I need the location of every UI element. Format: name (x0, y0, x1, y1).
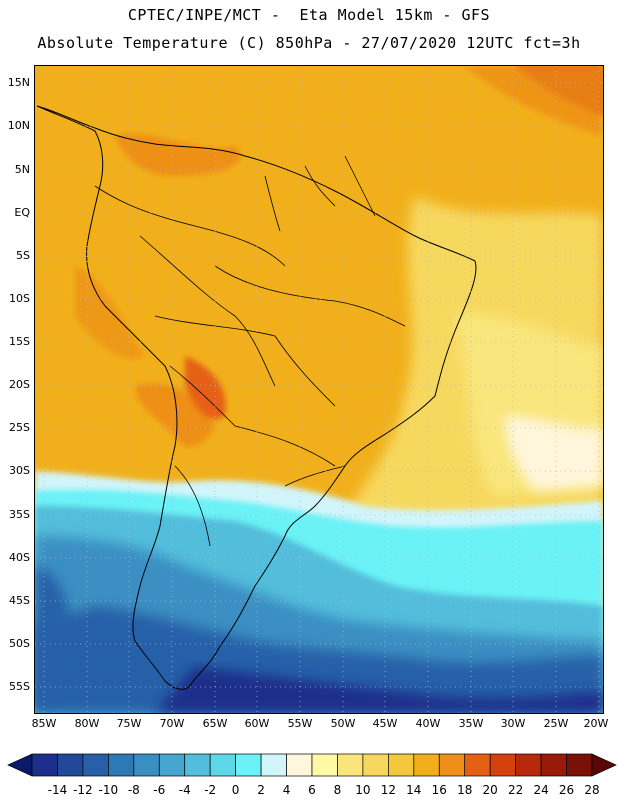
colorbar-tick-label: 26 (558, 783, 575, 797)
colorbar-swatch (31, 753, 58, 777)
colorbar-tick-label: 18 (457, 783, 473, 797)
field-chaco-hot (185, 356, 226, 420)
colorbar-tick-label: -10 (98, 783, 119, 797)
colorbar-low-arrow (7, 753, 33, 777)
colorbar-tick-label: -14 (47, 783, 68, 797)
colorbar-tick-label: 4 (282, 783, 291, 797)
title-line-1: CPTEC/INPE/MCT - Eta Model 15km - GFS (127, 6, 491, 24)
colorbar-tick-label: 20 (482, 783, 498, 797)
colorbar-swatch (82, 753, 109, 777)
lon-label: 30W (500, 717, 526, 730)
colorbar-tick-label: 24 (533, 783, 549, 797)
lat-label: 10N (7, 119, 30, 132)
colorbar (6, 752, 618, 782)
lon-label: 45W (372, 717, 398, 730)
lat-label: 15S (9, 335, 30, 348)
field-west-warm (75, 266, 145, 359)
colorbar-tick-label: 12 (380, 783, 396, 797)
colorbar-tick-label: 28 (584, 783, 600, 797)
colorbar-tick-label: 2 (257, 783, 265, 797)
lon-label: 20W (583, 717, 609, 730)
lat-label: 30S (9, 464, 30, 477)
colorbar-swatch (438, 753, 466, 777)
field-warm-ne (465, 66, 603, 136)
lat-label: 50S (9, 637, 30, 650)
colorbar-swatch (209, 753, 236, 777)
colorbar-swatch (286, 753, 313, 777)
lat-label: 40S (9, 551, 30, 564)
colorbar-tick-label: 8 (333, 783, 342, 797)
lon-label: 75W (116, 717, 142, 730)
colorbar-swatch (413, 753, 440, 777)
colorbar-tick-label: -12 (73, 783, 93, 797)
lat-label: 20S (9, 378, 30, 391)
colorbar-tick-label: 16 (431, 783, 447, 797)
temperature-map (34, 65, 604, 714)
colorbar-swatch (337, 753, 364, 777)
lon-label: 60W (244, 717, 270, 730)
lon-label: 65W (202, 717, 228, 730)
lat-label: 25S (9, 421, 30, 434)
lon-label: 40W (415, 717, 441, 730)
colorbar-tick-label: 14 (406, 783, 422, 797)
colorbar-swatch (260, 753, 287, 777)
colorbar-swatch (235, 753, 262, 777)
lat-label: 45S (9, 594, 30, 607)
colorbar-swatch (464, 753, 491, 777)
lon-label: 70W (159, 717, 185, 730)
lon-label: 50W (330, 717, 356, 730)
colorbar-swatch (311, 753, 338, 777)
colorbar-tick-label: -2 (204, 783, 217, 797)
field-darkest-blue (155, 666, 603, 713)
colorbar-swatch (108, 753, 135, 777)
lat-label: EQ (14, 206, 30, 219)
coastlines (36, 105, 477, 690)
lon-label: 85W (31, 717, 57, 730)
colorbar-tick-label: -6 (153, 783, 166, 797)
lon-label: 35W (458, 717, 484, 730)
colorbar-swatch (388, 753, 415, 777)
colorbar-swatch (566, 753, 593, 777)
colorbar-swatch (133, 753, 160, 777)
field-deep-blue (35, 606, 603, 713)
colorbar-tick-label: 22 (507, 783, 524, 797)
colorbar-high-arrow (591, 753, 617, 777)
lat-label: 55S (9, 680, 30, 693)
colorbar-tick-label: -4 (178, 783, 191, 797)
lon-label: 25W (543, 717, 569, 730)
colorbar-swatch (515, 753, 542, 777)
lat-label: 5S (16, 249, 30, 262)
colorbar-tick-label: 0 (231, 783, 240, 797)
colorbar-swatch (184, 753, 211, 777)
lat-label: 15N (7, 76, 30, 89)
title-line-2: Absolute Temperature (C) 850hPa - 27/07/… (37, 34, 581, 52)
colorbar-swatch (57, 753, 84, 777)
lat-label: 5N (14, 163, 30, 176)
colorbar-swatch (489, 753, 516, 777)
lon-label: 80W (74, 717, 100, 730)
colorbar-swatch (540, 753, 567, 777)
lat-label: 10S (9, 292, 30, 305)
lat-label: 35S (9, 508, 30, 521)
colorbar-swatch (362, 753, 389, 777)
field-cream (505, 416, 603, 491)
colorbar-tick-label: 6 (308, 783, 316, 797)
colorbar-tick-label: 10 (355, 783, 371, 797)
colorbar-tick-label: -8 (127, 783, 140, 797)
field-venezuela (115, 133, 241, 176)
lon-label: 55W (287, 717, 313, 730)
colorbar-swatch (158, 753, 186, 777)
